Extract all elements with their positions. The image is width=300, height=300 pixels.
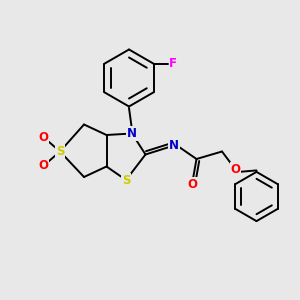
Text: N: N [169, 139, 179, 152]
Text: N: N [127, 127, 137, 140]
Text: O: O [38, 130, 49, 144]
Text: F: F [169, 57, 177, 70]
Text: O: O [38, 159, 49, 172]
Text: O: O [230, 163, 241, 176]
Text: S: S [56, 145, 64, 158]
Text: O: O [187, 178, 197, 191]
Text: S: S [122, 173, 130, 187]
